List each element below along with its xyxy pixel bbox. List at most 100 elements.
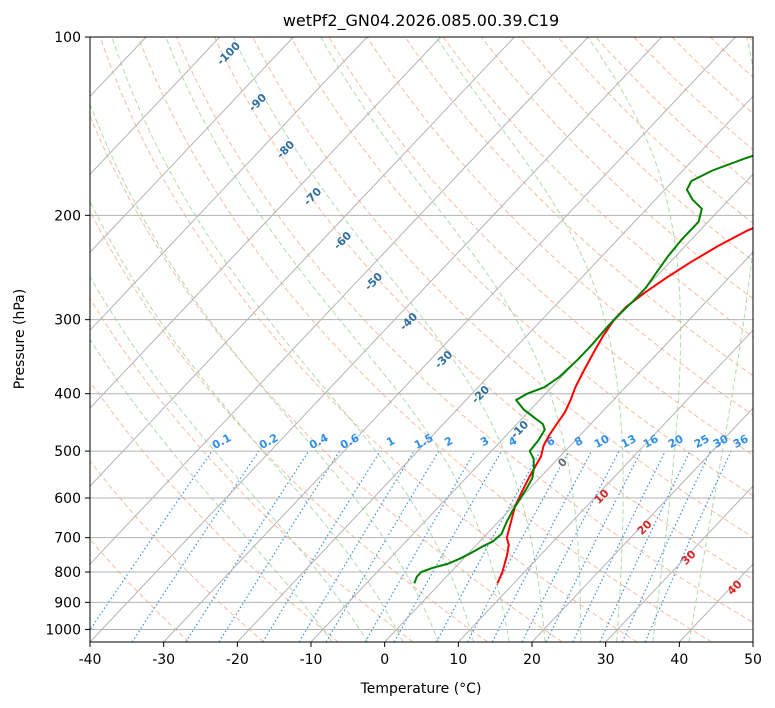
mixing-ratio-line [90,450,213,631]
dry-adiabat [404,37,753,377]
y-axis-label: Pressure (hPa) [12,289,28,389]
isotherm [90,37,663,642]
mixing-ratio-label: 0.6 [338,431,362,452]
x-tick-label: -10 [300,652,323,668]
mixing-ratio-label: 8 [572,434,585,449]
y-tick-label: 900 [54,595,81,611]
mixing-ratio-line [364,450,476,642]
mixing-ratio-label: 0.1 [210,431,233,452]
dry-adiabat [90,538,190,642]
isotherm [310,173,753,642]
mixing-ratio-line [644,450,732,642]
dry-adiabat-label: -50 [362,270,385,293]
isotherm [752,641,753,642]
isotherm [90,37,221,176]
x-axis-label: Temperature (°C) [360,681,482,697]
x-tick-label: 30 [597,652,615,668]
dry-adiabat [214,37,753,580]
dry-adiabat-label: -60 [331,229,354,252]
isopleth-labels: -100-90-80-70-60-50-40-30-20-100.1 0.2 0.4… [210,39,751,598]
moist-adiabat [320,37,582,642]
dry-adiabat [175,37,753,624]
dry-adiabat [442,37,753,338]
y-tick-label: 200 [54,208,81,224]
mixing-ratio-line [262,450,381,642]
dry-adiabat-label: -90 [246,91,269,114]
sounding-series [413,154,753,584]
mixing-ratio-label: 0.2 [257,431,280,452]
dry-adiabat [519,37,753,262]
moist-adiabat [90,200,404,642]
mixing-ratio-line [466,450,570,642]
dry-adiabat [328,37,753,456]
dry-adiabat [481,37,753,300]
y-tick-label: 600 [54,491,81,507]
mixing-ratio-label: 1 [384,434,397,449]
x-tick-label: 20 [523,652,541,668]
isotherm [0,37,72,642]
isotherm [236,95,753,642]
mixing-ratio-label: 25 [692,432,712,451]
x-tick-label: 10 [449,652,467,668]
mixing-ratio-line [599,450,691,642]
mixing-ratio-line [185,450,310,642]
moist-adiabat [688,37,753,642]
temperature-line [496,227,753,584]
moist-adiabat-label: 10 [592,486,612,506]
dry-adiabat [137,37,712,642]
x-tick-label: 50 [744,652,762,668]
x-tick-label: -20 [226,652,249,668]
dry-adiabat [709,37,753,78]
mixing-ratio-label: 13 [619,432,639,451]
mixing-ratio-line [393,450,503,642]
background-lines [0,37,753,642]
x-tick-label: -30 [152,652,175,668]
dry-adiabat [90,114,563,642]
mixing-ratio-label: 36 [731,432,751,451]
dry-adiabat [99,37,638,642]
plot-frame [89,36,754,643]
dry-adiabat-label: -30 [432,348,455,371]
isotherm [90,37,442,409]
isotherm [90,37,294,253]
dewpoint-line [413,154,753,584]
moist-adiabat [232,37,546,642]
dry-adiabat-label: -20 [469,383,492,406]
isotherm [605,485,753,642]
moist-adiabat-label: 30 [679,547,699,567]
mixing-ratio-line [435,450,541,642]
moist-adiabat [165,37,510,642]
mixing-ratio-label: 2 [442,434,455,449]
isotherm [90,37,589,565]
y-tick-label: 300 [54,313,81,329]
moist-adiabat-label: 20 [635,517,655,537]
x-tick-label: 0 [380,652,389,668]
mixing-ratio-label: 30 [711,432,731,451]
mixing-ratio-line [545,450,642,642]
dry-adiabat-label: -100 [214,39,243,68]
y-axis: 100 200 300 400 500 600 700 800 900 1000 [45,30,90,638]
y-tick-label: 500 [54,444,81,460]
isotherm [90,37,515,487]
dry-adiabat-label: -80 [274,138,297,161]
y-tick-label: 800 [54,565,81,581]
isotherm [163,37,736,642]
isotherm [384,251,753,642]
moist-adiabat [111,37,475,642]
isotherm [457,329,753,642]
dry-adiabat [90,297,414,642]
y-tick-label: 100 [54,30,81,46]
x-axis: -40 -30 -20 -10 0 10 20 30 40 50 [79,642,762,668]
mixing-ratio-label: 16 [641,432,661,451]
y-tick-label: 400 [54,387,81,403]
dry-adiabat [747,37,753,43]
dry-adiabat [90,210,488,642]
x-tick-label: -40 [79,652,102,668]
y-tick-label: 700 [54,531,81,547]
dry-adiabat [90,460,264,642]
moist-adiabat [90,102,439,642]
mixing-ratio-label: 10 [592,432,612,451]
chart-title: wetPf2_GN04.2026.085.00.39.C19 [283,11,559,31]
mixing-ratio-label: 1.5 [412,431,435,452]
